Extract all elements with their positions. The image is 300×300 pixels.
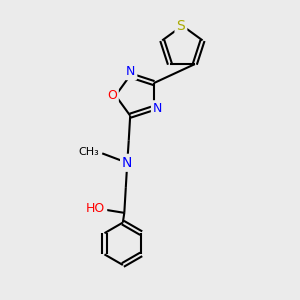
Text: N: N: [153, 102, 162, 115]
Text: N: N: [126, 65, 136, 78]
Text: N: N: [122, 156, 132, 170]
Text: CH₃: CH₃: [79, 147, 99, 157]
Text: HO: HO: [86, 202, 105, 214]
Text: O: O: [107, 89, 117, 102]
Text: S: S: [176, 19, 185, 33]
